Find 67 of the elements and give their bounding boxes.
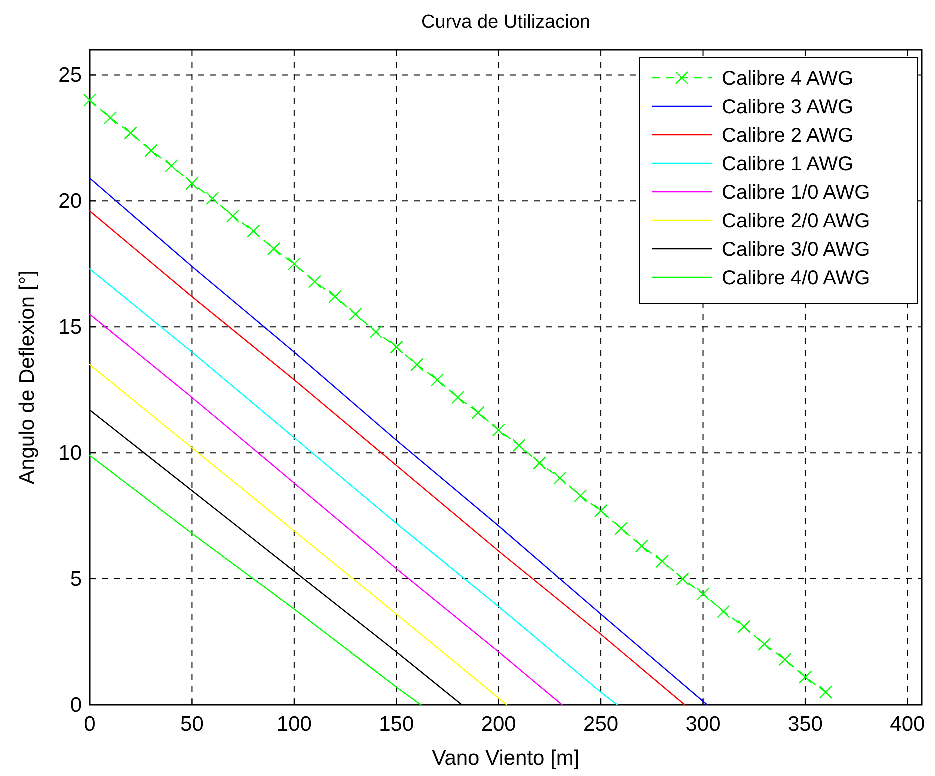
y-tick-label: 20	[58, 190, 82, 214]
y-tick-label: 10	[58, 442, 82, 466]
x-tick-label: 0	[84, 713, 96, 736]
legend-label: Calibre 2/0 AWG	[722, 210, 870, 232]
line-series	[89, 268, 618, 706]
y-tick-label: 15	[58, 316, 82, 340]
point	[206, 192, 220, 206]
point	[472, 406, 486, 420]
line-series	[89, 364, 508, 706]
point	[288, 258, 302, 271]
y-axis-title: Angulo de Deflexion [°]	[16, 270, 39, 484]
point	[410, 358, 424, 372]
point	[492, 424, 506, 438]
point	[390, 340, 404, 354]
point	[186, 176, 199, 190]
point	[328, 290, 342, 304]
point	[430, 373, 444, 387]
point	[533, 456, 546, 470]
legend-label: Calibre 3/0 AWG	[722, 239, 870, 261]
y-tick-label: 5	[70, 568, 82, 592]
y-tick-label: 0	[70, 694, 82, 717]
point	[758, 638, 772, 652]
x-axis-title: Vano Viento [m]	[432, 747, 580, 770]
point	[554, 472, 567, 485]
x-tick-label: 400	[890, 713, 926, 736]
x-tick-label: 350	[788, 713, 824, 736]
line-series	[89, 314, 563, 706]
legend-label: Calibre 3 AWG	[722, 96, 854, 118]
point	[798, 670, 812, 684]
x-tick-label: 200	[481, 713, 516, 736]
point	[104, 111, 118, 125]
point	[451, 391, 465, 404]
point	[349, 308, 362, 322]
x-tick-label: 150	[379, 713, 414, 736]
x-tick-label: 100	[276, 713, 312, 736]
legend-label: Calibre 4 AWG	[722, 68, 854, 90]
x-tick-label: 250	[584, 713, 619, 736]
legend-label: Calibre 1 AWG	[722, 154, 854, 176]
x-tick-label: 300	[686, 713, 721, 736]
legend-label: Calibre 4/0 AWG	[722, 268, 870, 290]
chart-title: Curva de Utilizacion	[422, 12, 590, 33]
legend-label: Calibre 2 AWG	[722, 125, 854, 147]
x-tick-label: 50	[180, 713, 204, 736]
point	[267, 242, 281, 256]
point	[370, 326, 383, 339]
point	[656, 554, 669, 568]
point	[308, 275, 322, 288]
point	[717, 605, 730, 618]
point	[124, 126, 138, 140]
point	[512, 438, 526, 452]
point	[574, 489, 588, 503]
point	[226, 210, 240, 223]
line-series	[89, 454, 422, 706]
point	[594, 504, 608, 518]
point	[83, 94, 97, 107]
point	[614, 522, 628, 536]
point	[144, 144, 158, 158]
point	[676, 572, 690, 586]
point	[246, 224, 260, 238]
point	[778, 653, 792, 666]
point	[696, 588, 710, 601]
point	[819, 686, 833, 700]
point	[635, 540, 649, 553]
point	[165, 159, 178, 172]
point	[738, 620, 751, 634]
y-tick-label: 25	[58, 64, 82, 88]
legend-label: Calibre 1/0 AWG	[722, 182, 870, 204]
